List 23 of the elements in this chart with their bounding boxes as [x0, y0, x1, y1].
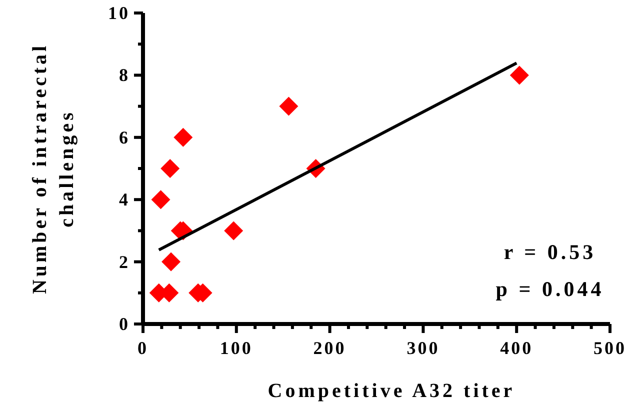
y-tick-label: 2 [119, 252, 130, 272]
x-tick-label: 0 [138, 338, 148, 358]
point [162, 252, 181, 272]
point [174, 128, 193, 147]
point [279, 96, 298, 116]
y-tick-label: 6 [119, 127, 130, 148]
point [160, 159, 180, 178]
point [151, 190, 170, 210]
x-tick-label: 400 [500, 338, 534, 358]
x-tick-label: 300 [406, 338, 440, 358]
y-tick-label: 0 [119, 314, 130, 334]
point [510, 66, 529, 85]
annotation: r = 0.53 [504, 240, 596, 264]
y-tick-label: 10 [108, 3, 130, 23]
x-tick-label: 200 [313, 338, 346, 358]
y-tick-label: 8 [119, 65, 130, 86]
x-tick-label: 100 [220, 338, 253, 358]
point [224, 221, 244, 240]
y-tick-label: 4 [119, 190, 130, 210]
x-axis-title: Competitive A32 titer [268, 380, 516, 402]
y-axis-title: Number of intrarectal challenges [29, 42, 78, 294]
x-tick-label: 500 [594, 338, 626, 358]
annotation: p = 0.044 [496, 277, 604, 301]
